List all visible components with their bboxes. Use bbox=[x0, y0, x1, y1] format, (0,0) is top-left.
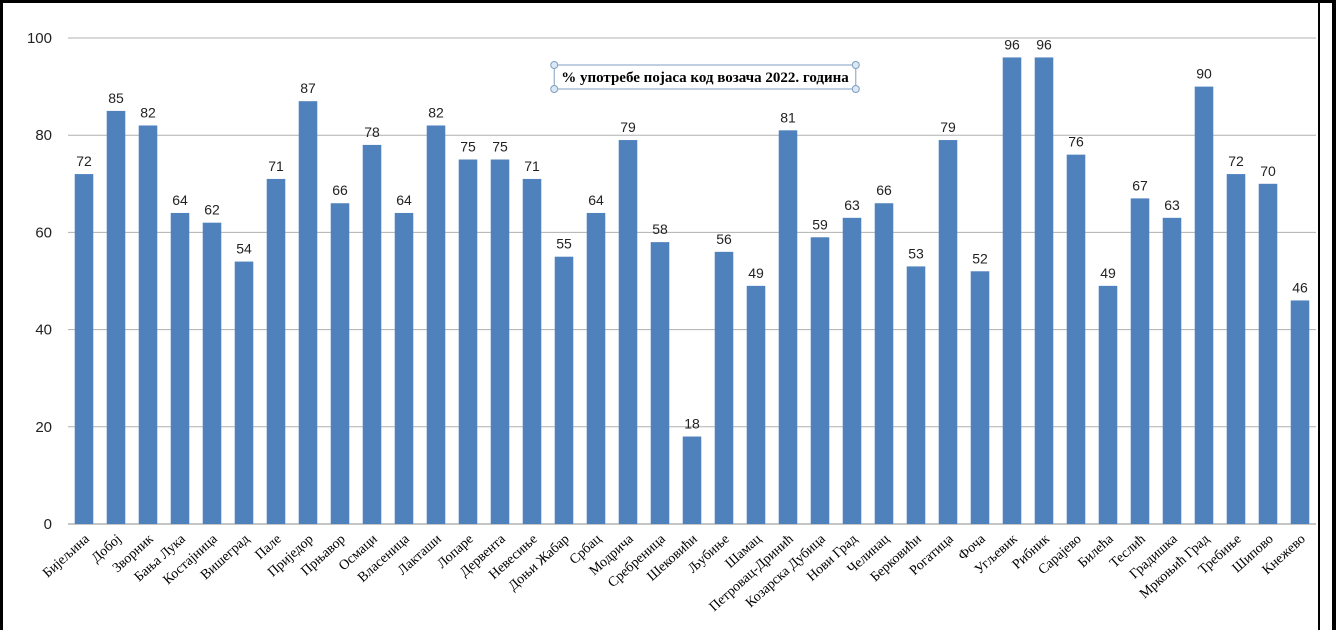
data-label: 62 bbox=[204, 202, 220, 218]
y-tick-label: 40 bbox=[35, 322, 52, 339]
data-label: 66 bbox=[876, 182, 892, 198]
bar bbox=[170, 212, 190, 524]
bar bbox=[874, 203, 894, 525]
bar bbox=[394, 212, 414, 524]
bar bbox=[938, 140, 958, 524]
data-label: 90 bbox=[1196, 66, 1212, 82]
data-label: 96 bbox=[1036, 36, 1052, 52]
data-label: 85 bbox=[108, 90, 124, 106]
bar bbox=[234, 261, 254, 524]
bar bbox=[842, 217, 862, 524]
bar bbox=[362, 144, 382, 525]
bar bbox=[906, 266, 926, 524]
bar bbox=[266, 178, 286, 524]
bars bbox=[74, 57, 1310, 525]
bar bbox=[1162, 217, 1182, 524]
chart-title-box: % употребе појаса код возача 2022. годин… bbox=[550, 61, 860, 93]
x-tick-label: Бијељина bbox=[40, 531, 93, 581]
y-tick-label: 100 bbox=[27, 30, 52, 47]
bar bbox=[1098, 285, 1118, 524]
data-label: 71 bbox=[268, 158, 284, 174]
data-label: 79 bbox=[620, 119, 636, 135]
data-label: 71 bbox=[524, 158, 540, 174]
bar bbox=[682, 436, 702, 524]
data-label: 82 bbox=[140, 104, 156, 120]
data-label: 53 bbox=[908, 245, 924, 261]
data-label: 59 bbox=[812, 216, 828, 232]
data-label: 75 bbox=[460, 139, 476, 155]
data-label: 72 bbox=[76, 153, 92, 169]
bar bbox=[1290, 300, 1310, 524]
title-handle bbox=[851, 85, 860, 93]
data-label: 56 bbox=[716, 231, 732, 247]
data-label: 78 bbox=[364, 124, 380, 140]
bar bbox=[618, 140, 638, 524]
bar bbox=[490, 159, 510, 524]
data-label: 63 bbox=[1164, 197, 1180, 213]
y-tick-label: 0 bbox=[44, 516, 52, 533]
y-axis-ticks: 0 20 40 60 80 100 bbox=[27, 30, 52, 533]
bar bbox=[650, 242, 670, 524]
bar bbox=[298, 101, 318, 525]
bar bbox=[1130, 198, 1150, 524]
data-label: 81 bbox=[780, 109, 796, 125]
data-label: 72 bbox=[1228, 153, 1244, 169]
bar bbox=[1002, 57, 1022, 524]
bar bbox=[810, 237, 830, 524]
data-label: 67 bbox=[1132, 177, 1148, 193]
data-label: 49 bbox=[1100, 265, 1116, 281]
data-labels: 72 85 82 64 62 54 71 87 66 78 64 82 75 75 71 55 64 79 58 18… bbox=[76, 36, 1308, 431]
data-label: 66 bbox=[332, 182, 348, 198]
bar bbox=[714, 251, 734, 524]
data-label: 64 bbox=[396, 192, 412, 208]
data-label: 52 bbox=[972, 250, 988, 266]
data-label: 49 bbox=[748, 265, 764, 281]
data-label: 82 bbox=[428, 104, 444, 120]
bar bbox=[1034, 57, 1054, 524]
bar bbox=[970, 271, 990, 524]
data-label: 55 bbox=[556, 236, 572, 252]
title-handle bbox=[550, 85, 559, 93]
data-label: 79 bbox=[940, 119, 956, 135]
bar bbox=[138, 125, 158, 524]
title-frame bbox=[553, 64, 857, 90]
bar bbox=[746, 285, 766, 524]
data-label: 87 bbox=[300, 80, 316, 96]
data-label: 64 bbox=[588, 192, 604, 208]
title-handle bbox=[851, 61, 860, 69]
bar bbox=[778, 130, 798, 524]
bar bbox=[1194, 86, 1214, 524]
data-label: 58 bbox=[652, 221, 668, 237]
data-label: 54 bbox=[236, 241, 252, 257]
data-label: 63 bbox=[844, 197, 860, 213]
bar bbox=[1226, 174, 1246, 524]
bar bbox=[74, 174, 94, 524]
data-label: 75 bbox=[492, 139, 508, 155]
bar bbox=[586, 212, 606, 524]
bar bbox=[1066, 154, 1086, 524]
y-tick-label: 20 bbox=[35, 419, 52, 436]
frame-right-edge bbox=[1318, 0, 1320, 630]
title-handle bbox=[550, 61, 559, 69]
data-label: 70 bbox=[1260, 163, 1276, 179]
bar bbox=[106, 110, 126, 525]
bar bbox=[330, 203, 350, 525]
y-tick-label: 60 bbox=[35, 224, 52, 241]
bar bbox=[426, 125, 446, 524]
bar bbox=[554, 256, 574, 524]
data-label: 46 bbox=[1292, 279, 1308, 295]
bar bbox=[458, 159, 478, 524]
y-tick-label: 80 bbox=[35, 127, 52, 144]
bar bbox=[202, 222, 222, 524]
data-label: 96 bbox=[1004, 36, 1020, 52]
chart-title: % употребе појаса код возача 2022. годин… bbox=[561, 70, 849, 86]
bar bbox=[1258, 183, 1278, 525]
data-label: 76 bbox=[1068, 134, 1084, 150]
bar bbox=[522, 178, 542, 524]
data-label: 18 bbox=[684, 416, 700, 432]
data-label: 64 bbox=[172, 192, 188, 208]
